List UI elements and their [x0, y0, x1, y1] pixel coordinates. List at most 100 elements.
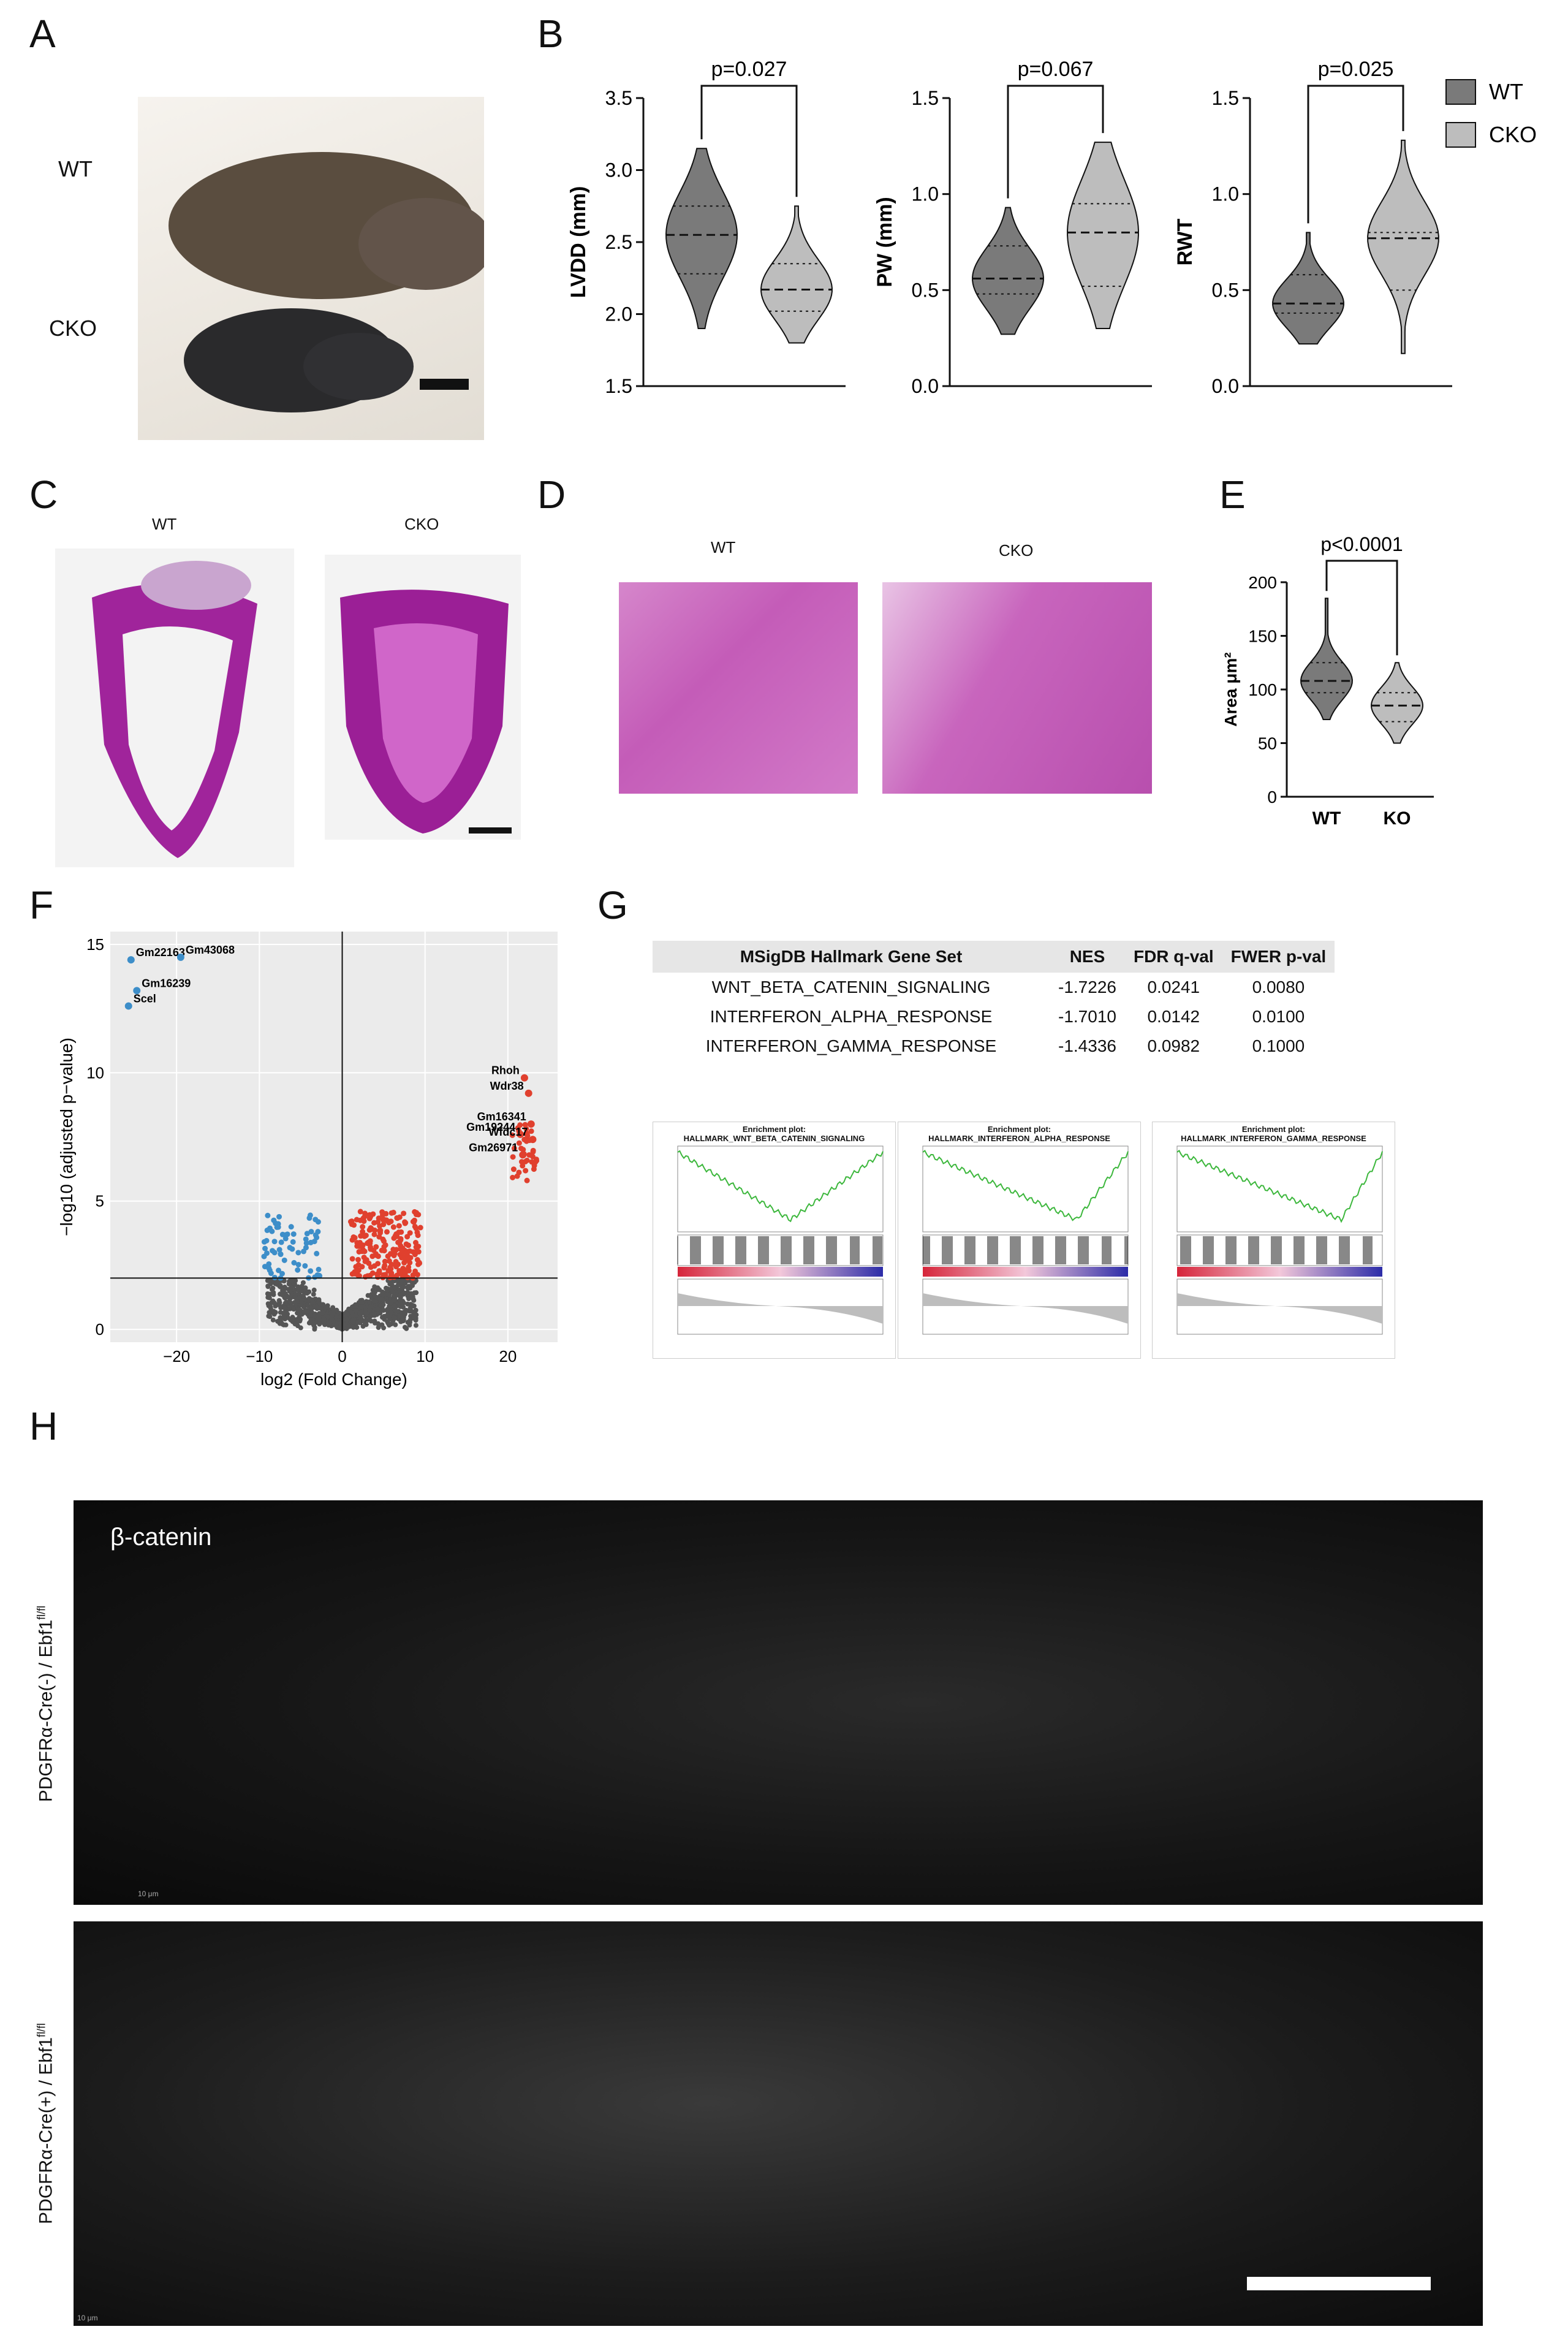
point-labeled: [519, 1151, 527, 1159]
violin-wt: [972, 207, 1044, 335]
point-up-extreme: [514, 1173, 520, 1179]
point-up: [394, 1272, 400, 1278]
point-ns: [362, 1320, 368, 1326]
violin-chart-3: 0.0 0.5 1.0 1.5 RWT p=0.025: [1173, 58, 1452, 397]
point-up: [362, 1233, 368, 1239]
point-up: [400, 1250, 406, 1256]
row-label-top-sup: fl/fl: [35, 1605, 48, 1620]
gsea-plot-wnt: Enrichment plot: HALLMARK_WNT_BETA_CATEN…: [653, 1122, 896, 1359]
point-up-extreme: [528, 1128, 534, 1134]
y-tick-label: 2.5: [605, 231, 632, 253]
point-ns: [350, 1319, 356, 1324]
gene-label: Gm26971: [469, 1141, 518, 1153]
point-ns: [414, 1312, 419, 1318]
he-section-cko: [882, 582, 1152, 794]
point-down: [271, 1217, 277, 1223]
point-ns: [398, 1302, 403, 1307]
y-tick-label: 1.5: [1212, 87, 1239, 109]
gsea-plot-ifng-title2: HALLMARK_INTERFERON_GAMMA_RESPONSE: [1181, 1134, 1366, 1143]
point-ns: [265, 1291, 270, 1297]
point-up: [352, 1235, 358, 1241]
point-up: [414, 1210, 420, 1216]
point-up: [379, 1212, 385, 1218]
y-tick-label: 1.5: [912, 87, 939, 109]
point-up: [386, 1258, 392, 1264]
gsea-table: MSigDB Hallmark Gene Set NES FDR q-val FWER…: [653, 941, 1335, 1061]
point-ns: [372, 1293, 377, 1299]
point-ns: [358, 1300, 364, 1305]
point-ns: [392, 1297, 398, 1302]
point-down: [302, 1263, 308, 1269]
point-down: [265, 1212, 271, 1218]
point-ns: [312, 1313, 317, 1319]
gsea-cell: WNT_BETA_CATENIN_SIGNALING: [711, 978, 991, 997]
point-down: [270, 1248, 276, 1254]
point-labeled: [529, 1136, 537, 1144]
point-ns: [405, 1301, 411, 1307]
point-up: [381, 1248, 387, 1254]
point-ns: [287, 1300, 293, 1305]
point-up: [371, 1231, 377, 1237]
point-up: [415, 1232, 421, 1239]
point-down: [290, 1231, 297, 1237]
point-ns: [265, 1301, 271, 1307]
point-ns: [378, 1296, 384, 1302]
point-down: [308, 1268, 314, 1274]
point-ns: [317, 1321, 322, 1327]
y-tick-label: 3.0: [605, 159, 632, 181]
point-up: [402, 1220, 408, 1226]
point-ns: [388, 1310, 394, 1315]
enrichment-curve: [677, 1150, 884, 1223]
metric-area: [678, 1293, 883, 1324]
panel-d-wt-label: WT: [711, 538, 736, 556]
point-up: [382, 1263, 388, 1269]
point-up: [373, 1252, 379, 1258]
row-label-bottom-text: PDGFRα-Cre(+) / Ebf1: [36, 2037, 56, 2224]
point-labeled: [133, 987, 141, 995]
point-ns: [385, 1312, 390, 1318]
point-ns: [311, 1291, 316, 1297]
scale-bar: [1247, 2277, 1431, 2290]
mouse-silhouettes: [169, 152, 484, 412]
significance-bracket: [700, 85, 798, 197]
point-down: [317, 1273, 323, 1279]
y-axis-label: RWT: [1173, 218, 1197, 265]
point-ns: [288, 1317, 294, 1323]
gsea-plot-ifna: Enrichment plot: HALLMARK_INTERFERON_ALP…: [898, 1122, 1141, 1359]
x-tick-label: −10: [246, 1347, 273, 1365]
violin-chart-2: 0.0 0.5 1.0 1.5 PW (mm) p=0.067: [873, 58, 1152, 397]
gsea-header-cell: MSigDB Hallmark Gene Set: [653, 941, 1050, 973]
p-value-label: p=0.027: [711, 58, 787, 81]
point-up: [410, 1218, 416, 1225]
violin-cko: [760, 205, 833, 344]
point-down: [284, 1231, 290, 1237]
enrichment-curve: [922, 1149, 1129, 1221]
point-up: [381, 1272, 387, 1278]
y-tick-label: 200: [1248, 573, 1277, 592]
panel-letter-a: A: [29, 12, 56, 56]
point-up: [416, 1259, 422, 1266]
point-up-extreme: [511, 1145, 517, 1152]
gsea-table-wrap: MSigDB Hallmark Gene Set NES FDR q-val FWER…: [653, 941, 1335, 1061]
point-ns: [387, 1292, 392, 1297]
panel-letter-d: D: [537, 473, 566, 517]
panel-letter-f: F: [29, 883, 54, 927]
point-up: [368, 1246, 374, 1252]
point-down: [295, 1261, 301, 1267]
point-down: [288, 1224, 294, 1230]
point-up: [396, 1229, 402, 1236]
panel-letter-g: G: [597, 883, 628, 927]
gsea-row: INTERFERON_ALPHA_RESPONSE -1.7010 0.0142 0.…: [653, 1002, 1335, 1031]
point-ns: [380, 1289, 385, 1294]
point-up-extreme: [524, 1177, 530, 1183]
point-ns: [278, 1283, 283, 1288]
x-tick-label: WT: [1312, 808, 1341, 829]
point-up: [369, 1270, 376, 1276]
significance-bracket: [1325, 560, 1398, 656]
point-up: [381, 1244, 387, 1250]
point-up: [417, 1225, 423, 1231]
point-ns: [312, 1324, 317, 1330]
point-ns: [393, 1322, 398, 1327]
heart-section-cko: [325, 555, 521, 840]
gsea-cell: 0.0142: [1147, 1007, 1200, 1026]
